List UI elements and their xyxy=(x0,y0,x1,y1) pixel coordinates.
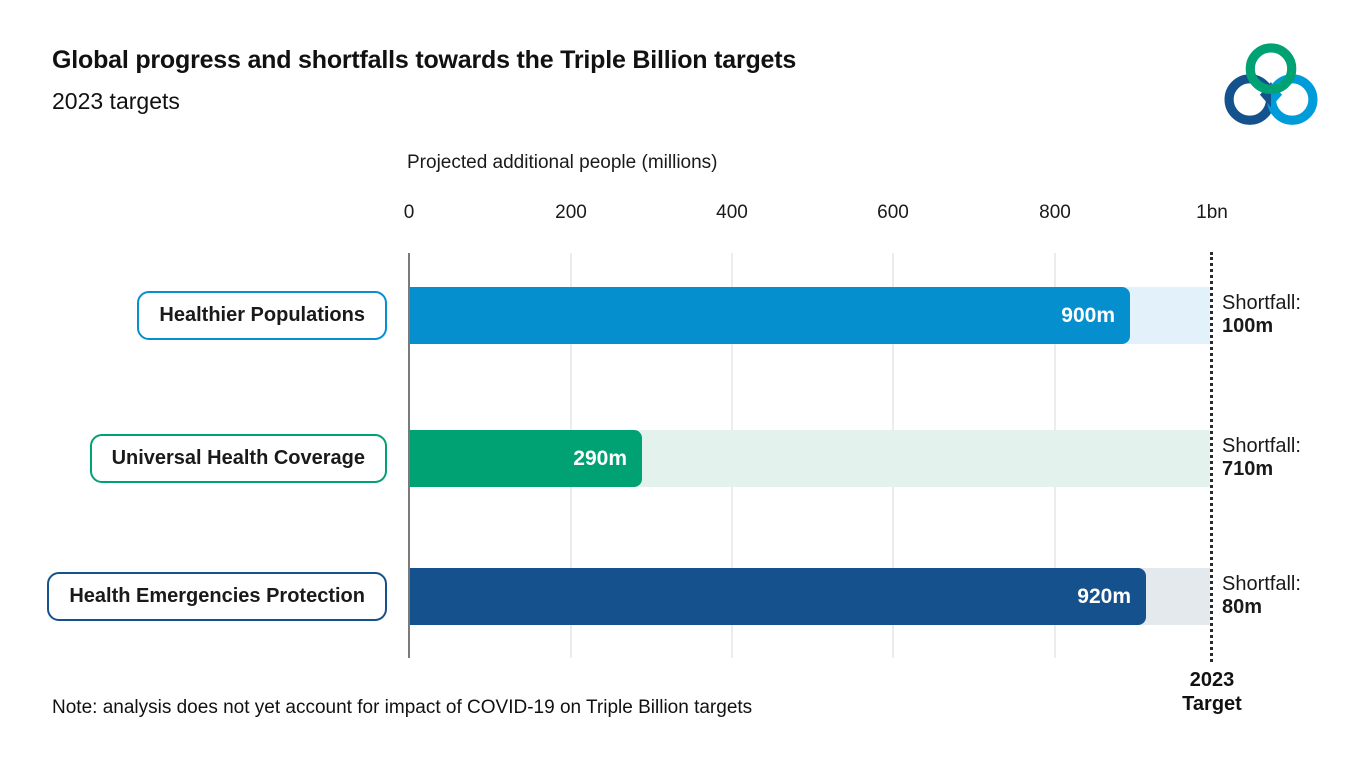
footnote: Note: analysis does not yet account for … xyxy=(52,697,753,718)
x-tick-800: 800 xyxy=(1039,202,1071,223)
x-axis-title: Projected additional people (millions) xyxy=(407,152,718,173)
category-box-2[interactable]: Health Emergencies Protection xyxy=(47,572,387,621)
target-dotted-line xyxy=(1210,252,1213,662)
shortfall-caption: Shortfall: xyxy=(1222,573,1301,595)
shortfall-value: 80m xyxy=(1222,596,1263,618)
shortfall-value: 710m xyxy=(1222,458,1274,480)
target-axis-label-word: Target xyxy=(1182,693,1242,715)
bar-1: 290m xyxy=(410,430,642,487)
page-subtitle: 2023 targets xyxy=(52,88,180,114)
target-axis-label: 2023 Target xyxy=(1182,668,1242,716)
x-tick-400: 400 xyxy=(716,202,748,223)
category-label: Health Emergencies Protection xyxy=(69,585,365,607)
triple-billion-logo-icon xyxy=(1218,38,1324,136)
bar-row-healthier-populations: 900m Healthier Populations Shortfall: 10… xyxy=(0,287,1366,344)
bar-2: 920m xyxy=(410,568,1146,625)
bar-row-health-emergencies-protection: 920m Health Emergencies Protection Short… xyxy=(0,568,1366,625)
bar-0: 900m xyxy=(410,287,1130,344)
category-label: Healthier Populations xyxy=(159,304,365,326)
x-tick-200: 200 xyxy=(555,202,587,223)
target-axis-label-year: 2023 xyxy=(1189,669,1235,691)
x-tick-1bn: 1bn xyxy=(1196,202,1228,223)
shortfall-label-0: Shortfall: 100m xyxy=(1222,292,1301,338)
y-axis-line xyxy=(408,253,410,658)
bar-row-universal-health-coverage: 290m Universal Health Coverage Shortfall… xyxy=(0,430,1366,487)
x-tick-0: 0 xyxy=(403,202,415,223)
category-label: Universal Health Coverage xyxy=(111,447,365,469)
category-box-0[interactable]: Healthier Populations xyxy=(137,291,387,340)
category-box-1[interactable]: Universal Health Coverage xyxy=(89,434,387,483)
bar-value-label: 900m xyxy=(1061,303,1115,327)
shortfall-label-2: Shortfall: 80m xyxy=(1222,573,1301,619)
logo-ring-green xyxy=(1245,43,1297,94)
shortfall-caption: Shortfall: xyxy=(1222,292,1301,314)
bar-value-label: 290m xyxy=(573,446,627,470)
page-title: Global progress and shortfalls towards t… xyxy=(52,46,797,74)
shortfall-caption: Shortfall: xyxy=(1222,435,1301,457)
x-tick-600: 600 xyxy=(877,202,909,223)
bar-value-label: 920m xyxy=(1077,584,1131,608)
shortfall-value: 100m xyxy=(1222,315,1274,337)
shortfall-label-1: Shortfall: 710m xyxy=(1222,435,1301,481)
